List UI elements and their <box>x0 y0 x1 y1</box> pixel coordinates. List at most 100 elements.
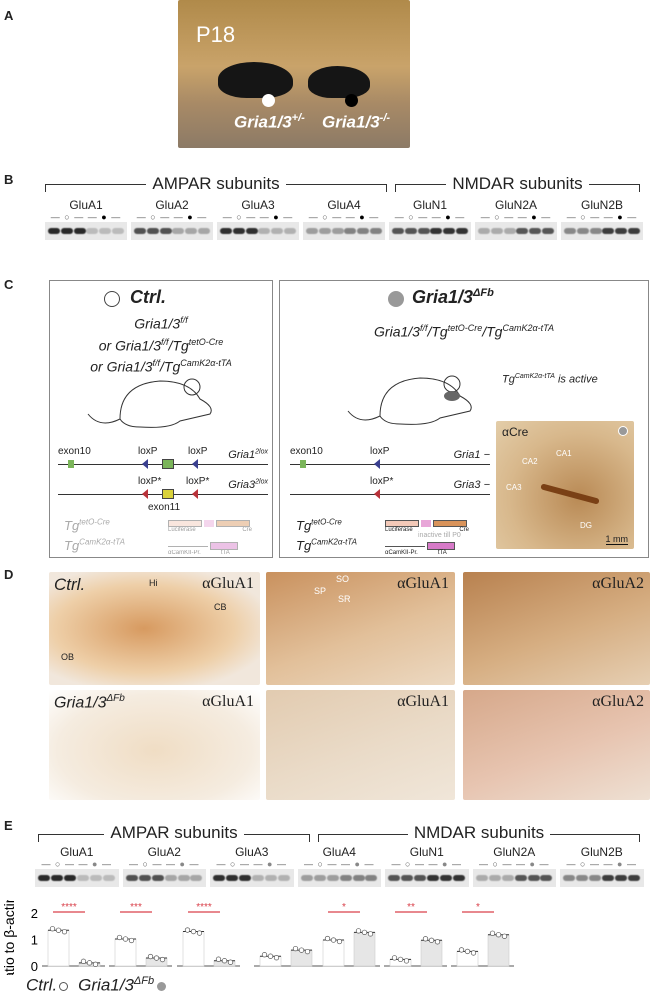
camk2-tta-construct: αCamKII-Pr. tTA <box>168 542 252 556</box>
data-point <box>495 932 502 938</box>
band <box>177 875 190 881</box>
band <box>541 228 554 234</box>
data-point <box>261 952 268 958</box>
band <box>576 228 589 234</box>
blot-label: GluA4 <box>327 198 361 212</box>
hi-label: Hi <box>149 578 158 588</box>
band <box>134 228 147 234</box>
data-point <box>273 955 280 961</box>
blot-label: GluA3 <box>241 198 275 212</box>
blot-bands <box>385 869 469 887</box>
band <box>270 228 283 234</box>
band <box>602 875 615 881</box>
data-point <box>227 959 234 965</box>
dg-label: DG <box>580 521 592 530</box>
legend: Ctrl. Gria1/3ΔFb <box>26 975 167 996</box>
band <box>602 228 615 234</box>
panel-label-b: B <box>4 172 14 187</box>
tetocre-construct: Luciferase Cre <box>168 520 252 533</box>
panel-label-c: C <box>4 277 14 292</box>
tg-camk2-tta-label: TgCamK2α-tTA <box>64 538 125 554</box>
mutant-hippocampus-glua2: αGluA2 <box>463 690 650 800</box>
loxp-label-2: loxP <box>188 446 208 457</box>
blot-label: GluA3 <box>235 845 269 859</box>
genotype-markers: — ○ — — ● — <box>479 859 550 869</box>
blot-bands <box>131 222 213 240</box>
data-point <box>367 931 374 937</box>
genotype-markers: — ○ — — ● — <box>566 212 638 222</box>
band <box>501 875 514 881</box>
genotype-markers: — ○ — — ● — <box>566 859 637 869</box>
gria3-line <box>290 494 490 495</box>
ob-label: OB <box>61 652 75 662</box>
band <box>440 875 453 881</box>
panel-label-e: E <box>4 818 13 833</box>
nmdar-label: NMDAR subunits <box>446 174 589 193</box>
data-point <box>336 938 343 945</box>
bar-glun1-mutant <box>353 932 376 967</box>
loxp-icon-2 <box>192 459 198 469</box>
bar-glun2a-mutant <box>420 939 443 967</box>
bar-glun2b-mutant <box>487 934 510 967</box>
data-point <box>61 929 68 935</box>
bar-glua2-ctrl <box>114 938 137 967</box>
data-point <box>147 953 154 960</box>
data-point <box>55 927 62 933</box>
blot-label: GluA4 <box>322 845 356 859</box>
blot-label: GluA2 <box>147 845 181 859</box>
blot-label: GluA2 <box>155 198 189 212</box>
band <box>478 228 491 234</box>
loxp-star-icon <box>374 489 380 499</box>
data-point <box>122 936 129 942</box>
data-point <box>458 947 465 953</box>
band <box>184 228 197 234</box>
band <box>401 875 414 881</box>
data-point <box>298 947 305 953</box>
band <box>146 228 159 234</box>
ctrl-hippocampus-glua2: αGluA2 <box>463 572 650 685</box>
band <box>73 228 86 234</box>
band <box>306 228 319 234</box>
data-point <box>304 948 311 955</box>
data-point <box>159 956 166 963</box>
ctrl-gene-diagram: exon10 loxP loxP* loxP loxP* exon11 Gria12lox G… <box>58 446 268 556</box>
mutant-gene-diagram: exon10 loxP loxP* Gria1 − Gria3 − TgtetO-Cre T… <box>290 446 490 556</box>
legend-ctrl-marker-icon <box>59 981 69 991</box>
blot-glun2b: GluN2B — ○ — — ● — <box>560 845 644 887</box>
band <box>344 228 357 234</box>
age-label: P18 <box>196 22 236 47</box>
blot-glun2b: GluN2B — ○ — — ● — <box>561 198 643 240</box>
sp-label: SP <box>314 586 327 596</box>
ctrl-title: Ctrl. <box>130 287 166 307</box>
blot-bands <box>45 222 127 240</box>
ctrl-genotypes: Gria1/3f/f or Gria1/3f/f/TgtetO-Cre or G… <box>90 315 232 375</box>
ko-mouse <box>308 66 370 98</box>
cre-staining-inset: αCre CA1 CA2 CA3 DG 1 mm <box>496 421 634 549</box>
western-blots-e: GluA1— ○ — — ● — GluA2— ○ — — ● — GluA3— ○… <box>35 845 647 897</box>
tg-tetocre-label: TgtetO-Cre <box>64 518 110 534</box>
significance-stars: **** <box>61 902 77 913</box>
mice-photo: P18 Gria1/3+/- Gria1/3-/- <box>178 0 410 148</box>
band <box>77 875 90 881</box>
camk2-tta-construct: αCamKII-Pr. tTA <box>385 542 469 556</box>
band <box>48 228 61 234</box>
inactive-label: inactive till P0 <box>418 532 461 539</box>
ca2-label: CA2 <box>522 457 538 466</box>
blot-glua1: GluA1— ○ — — ● — <box>45 198 127 240</box>
loxp-label: loxP <box>138 446 158 457</box>
legend-mut-marker-icon <box>157 981 167 991</box>
band <box>516 228 529 234</box>
antibody-label: αGluA1 <box>397 693 449 710</box>
band <box>527 875 540 881</box>
mutant-genotype-box: Gria1/3ΔFb Gria1/3f/f/TgtetO-Cre/TgCamK2… <box>279 280 649 558</box>
antibody-label: αGluA1 <box>202 693 254 710</box>
data-point <box>215 956 222 962</box>
blot-glua3: GluA3— ○ — — ● — <box>210 845 294 887</box>
y-tick-label: 1 <box>31 933 38 948</box>
blot-glun1: GluN1— ○ — — ● — <box>385 845 469 887</box>
data-point <box>391 955 398 961</box>
data-point <box>128 937 135 944</box>
band <box>356 228 369 234</box>
blot-glua4: GluA4— ○ — — ● — <box>303 198 385 240</box>
blot-bands <box>122 869 206 887</box>
